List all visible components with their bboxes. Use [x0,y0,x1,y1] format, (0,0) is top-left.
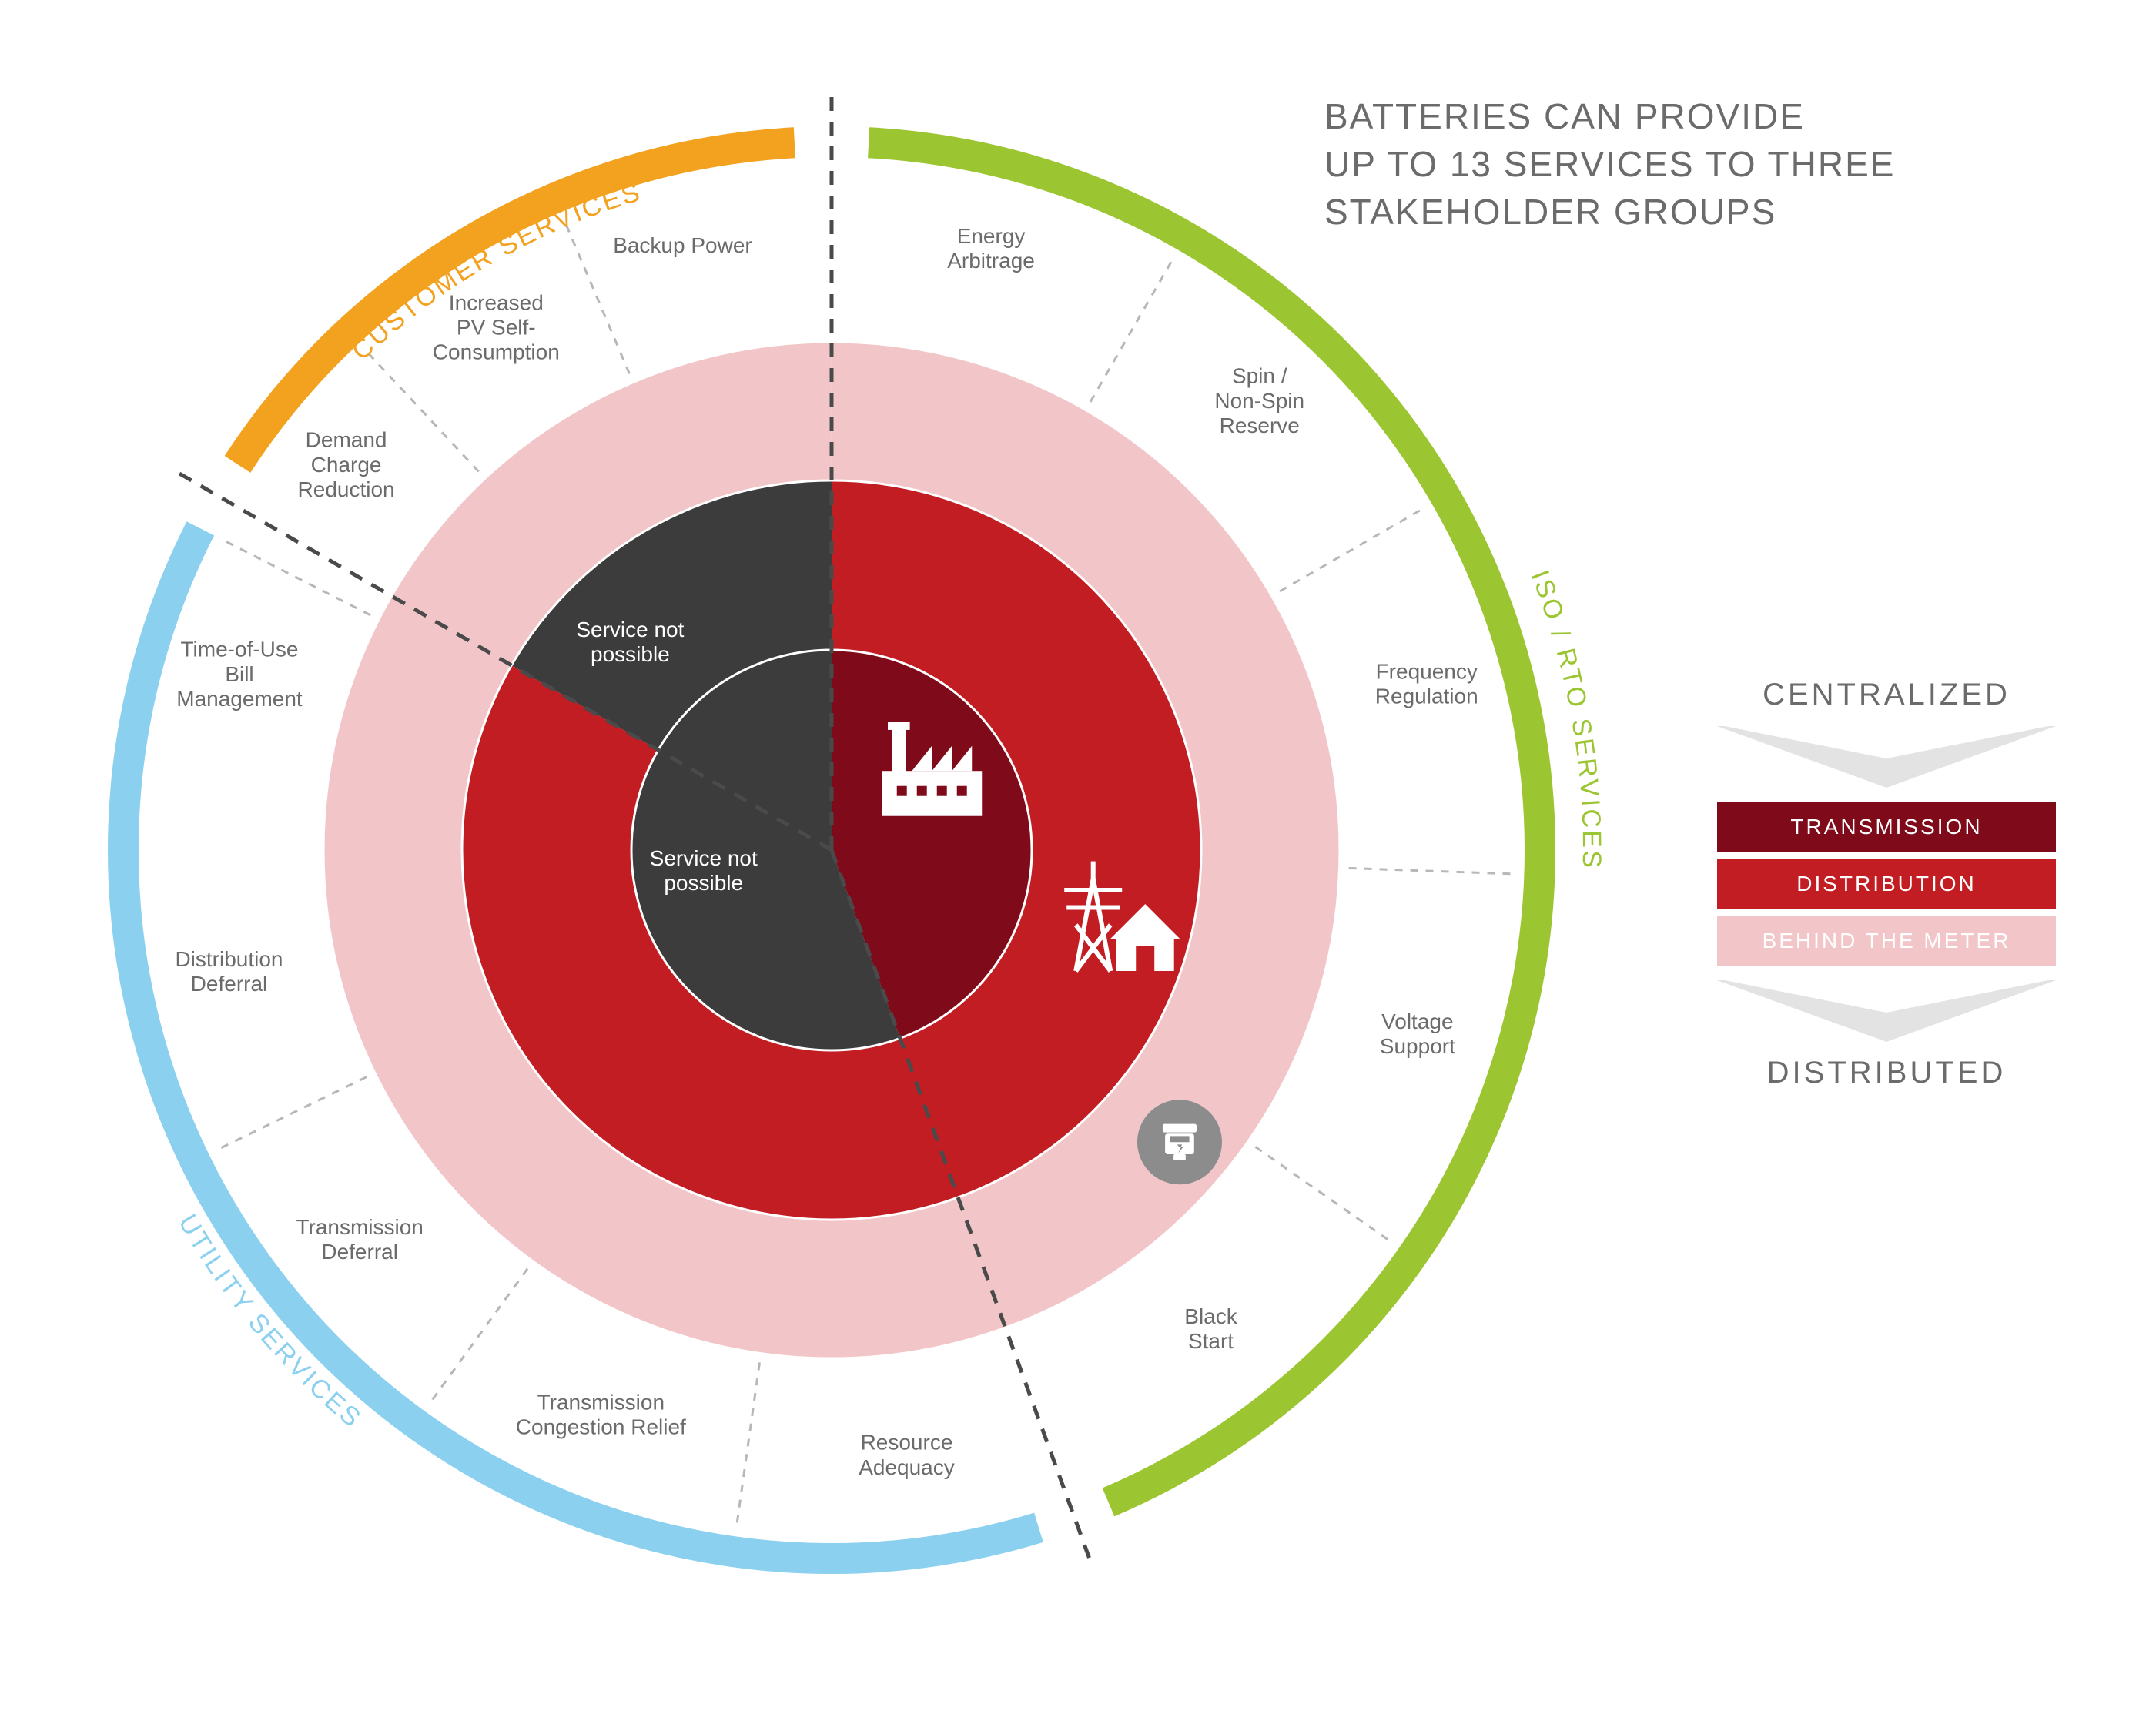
service-label: FrequencyRegulation [1375,660,1478,708]
service-label: ResourceAdequacy [859,1431,955,1479]
not-possible-label: Service notpossible [650,846,758,895]
headline-line: STAKEHOLDER GROUPS [1324,188,1895,236]
headline-title: BATTERIES CAN PROVIDEUP TO 13 SERVICES T… [1324,92,1895,236]
service-divider [433,1269,527,1400]
service-label: Spin /Non-SpinReserve [1214,364,1304,437]
legend-chevron-down [1717,980,2056,1042]
service-divider [1090,262,1171,402]
service-label: VoltageSupport [1380,1009,1455,1058]
headline-line: BATTERIES CAN PROVIDE [1324,92,1895,140]
legend-row: BEHIND THE METER [1717,916,2056,966]
service-label: Backup Power [613,233,752,257]
headline-line: UP TO 13 SERVICES TO THREE [1324,140,1895,188]
meter-icon [1137,1100,1222,1184]
service-label: Time-of-UseBillManagement [176,638,303,711]
service-label: EnergyArbitrage [947,224,1035,273]
not-possible-label: Service notpossible [576,618,684,666]
legend-row: DISTRIBUTION [1717,859,2056,909]
service-divider [737,1362,759,1522]
service-divider [1349,868,1511,873]
legend-row: TRANSMISSION [1717,802,2056,852]
service-divider [226,542,370,615]
legend: CENTRALIZED TRANSMISSION DISTRIBUTION BEHIN… [1717,678,2056,1090]
service-label: DistributionDeferral [175,947,283,996]
service-divider [368,353,478,472]
service-label: IncreasedPV Self-Consumption [433,290,560,363]
service-divider [221,1077,367,1148]
service-label: BlackStart [1184,1304,1237,1353]
legend-chevron-down [1717,726,2056,788]
legend-top-word: CENTRALIZED [1717,678,2056,712]
service-divider [1280,511,1420,591]
service-divider [1255,1147,1388,1239]
service-label: TransmissionDeferral [296,1215,423,1264]
service-label: TransmissionCongestion Relief [516,1390,686,1438]
legend-bottom-word: DISTRIBUTED [1717,1056,2056,1090]
service-label: DemandChargeReduction [298,428,395,501]
